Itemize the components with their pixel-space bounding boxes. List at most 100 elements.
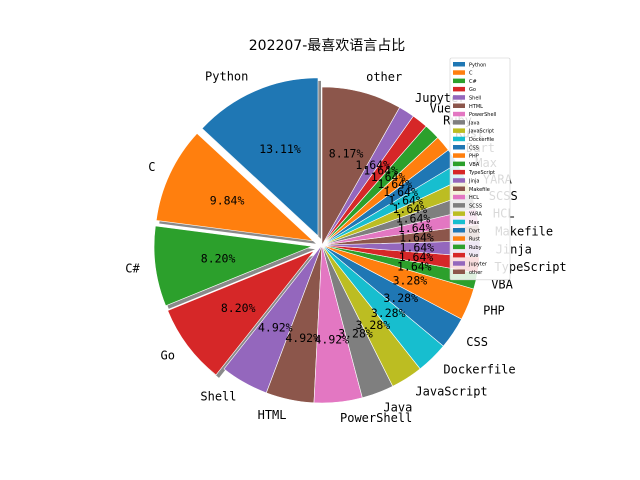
slice-go — [167, 250, 315, 376]
legend-entry-c: C# — [469, 79, 477, 85]
legend-entry-yara: YARA — [468, 212, 482, 218]
percent-label-c: 9.84% — [210, 194, 245, 208]
legend-entry-vba: VBA — [469, 162, 480, 168]
percent-label-dockerfile: 3.28% — [371, 306, 406, 320]
legend-entry-jinja: Jinja — [468, 179, 480, 185]
percent-label-max: 1.64% — [388, 193, 423, 207]
slice-other — [321, 86, 400, 247]
legend-swatch-other — [453, 269, 465, 274]
percent-label-jinja: 1.64% — [399, 240, 434, 254]
slice-label-python: Python — [205, 70, 248, 84]
legend-entry-other: other — [469, 270, 483, 276]
legend-swatch-css — [453, 145, 465, 150]
legend-entry-html: HTML — [469, 104, 483, 110]
slice-c — [153, 225, 314, 307]
legend-entry-ruby: Ruby — [469, 245, 482, 251]
legend-swatch-powershell — [453, 111, 465, 117]
percent-label-dart: 1.64% — [383, 185, 418, 199]
legend-swatch-java — [453, 120, 465, 125]
percent-label-ruby: 1.64% — [371, 170, 406, 184]
percent-label-vue: 1.64% — [363, 164, 398, 178]
slice-python — [201, 77, 319, 237]
legend-swatch-html — [453, 103, 465, 108]
legend-entry-php: PHP — [469, 154, 479, 160]
slice-label-java: Java — [383, 401, 412, 415]
percent-label-other: 8.17% — [329, 146, 364, 160]
legend-entry-dockerfile: Dockerfile — [469, 137, 494, 143]
legend-swatch-jinja — [453, 178, 465, 183]
percent-label-vba: 1.64% — [397, 260, 432, 274]
percent-labels: 13.11%9.84%8.20%8.20%4.92%4.92%4.92%3.28… — [201, 142, 434, 346]
slice-label-css: CSS — [466, 335, 488, 349]
legend-swatch-makefile — [453, 186, 465, 191]
legend-swatch-dockerfile — [453, 136, 465, 142]
legend-swatch-ruby — [453, 244, 465, 250]
percent-label-typescript: 1.64% — [399, 250, 434, 264]
legend-entry-go: Go — [469, 87, 476, 93]
legend-swatch-javascript — [453, 128, 465, 133]
slice-label-go: Go — [161, 348, 175, 362]
legend-swatch-shell — [453, 95, 465, 100]
percent-label-javascript: 3.28% — [356, 318, 391, 332]
slice-label-shell: Shell — [200, 389, 236, 403]
legend-entry-css: CSS — [469, 145, 479, 151]
percent-label-makefile: 1.64% — [399, 231, 434, 245]
legend-swatch-c — [453, 78, 465, 84]
slice-label-vue: Vue — [430, 102, 452, 116]
slice-label-vba: VBA — [491, 278, 513, 292]
percent-label-css: 3.28% — [383, 291, 418, 305]
slice-label-powershell: PowerShell — [340, 411, 412, 425]
legend-entry-javascript: JavaScript — [468, 129, 494, 135]
percent-label-powershell: 4.92% — [314, 332, 349, 346]
slice-label-c: C# — [125, 262, 140, 276]
legend-swatch-php — [453, 153, 465, 158]
percent-label-python: 13.11% — [259, 142, 301, 156]
legend-entry-python: Python — [469, 62, 486, 68]
legend-swatch-typescript — [453, 169, 465, 175]
percent-label-go: 8.20% — [221, 301, 256, 315]
percent-label-php: 3.28% — [393, 274, 428, 288]
slice-label-php: PHP — [483, 303, 505, 317]
legend-entry-shell: Shell — [469, 96, 481, 102]
legend-swatch-c — [453, 70, 465, 75]
percent-label-shell: 4.92% — [258, 321, 293, 335]
legend-entry-max: Max — [469, 220, 479, 226]
chart-title: 202207-最喜欢语言占比 — [249, 38, 406, 54]
slice-label-dockerfile: Dockerfile — [443, 362, 515, 376]
legend-swatch-vue — [453, 252, 465, 258]
percent-label-scss: 1.64% — [396, 211, 431, 225]
percent-label-rust: 1.64% — [377, 177, 412, 191]
legend-swatch-hcl — [453, 194, 465, 200]
slices — [153, 77, 481, 404]
slice-label-c: C — [148, 160, 155, 174]
legend-swatch-dart — [453, 228, 465, 233]
legend-entry-dart: Dart — [469, 228, 480, 234]
percent-label-jupyter: 1.64% — [355, 158, 390, 172]
legend-entry-jupyter: Jupyter — [468, 262, 488, 268]
percent-label-c: 8.20% — [201, 252, 236, 266]
legend-entry-powershell: PowerShell — [469, 112, 496, 118]
legend-swatch-vba — [453, 161, 465, 167]
legend-entry-c: C — [469, 71, 473, 77]
legend-swatch-max — [453, 219, 465, 225]
legend-swatch-go — [453, 86, 465, 92]
legend: Python C C# Go Shell HTML PowerShell Java JavaSc… — [449, 57, 511, 281]
legend-entry-java: Java — [468, 120, 480, 126]
slice-label-javascript: JavaScript — [415, 385, 487, 399]
legend-entry-hcl: HCL — [469, 195, 479, 201]
legend-entry-makefile: Makefile — [469, 187, 490, 193]
percent-label-html: 4.92% — [285, 331, 320, 345]
legend-swatch-scss — [453, 203, 465, 208]
slice-c — [155, 132, 314, 242]
slice-label-typescript: TypeScript — [494, 260, 566, 274]
percent-label-yara: 1.64% — [392, 202, 427, 216]
legend-swatch-python — [453, 62, 465, 67]
legend-swatch-rust — [453, 236, 465, 241]
legend-entry-scss: SCSS — [469, 203, 482, 209]
legend-swatch-jupyter — [453, 261, 465, 266]
percent-label-java: 3.28% — [338, 327, 373, 341]
legend-swatch-yara — [453, 211, 465, 216]
legend-entry-rust: Rust — [469, 237, 480, 243]
